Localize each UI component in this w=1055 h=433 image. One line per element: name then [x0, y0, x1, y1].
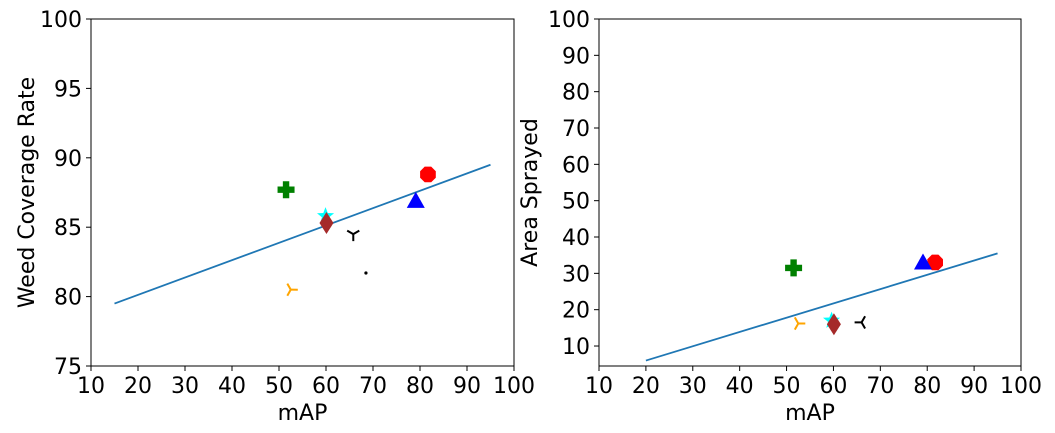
x-tick-label: 90: [453, 374, 481, 399]
data-point-tri-right: [793, 316, 806, 331]
trend-line: [114, 163, 491, 305]
y-tick-label: 80: [562, 81, 590, 106]
y-tick-label: 85: [54, 216, 82, 241]
x-tick-label: 20: [632, 374, 660, 399]
y-axis-label: Weed Coverage Rate: [15, 77, 40, 308]
data-point-point: [364, 271, 368, 275]
data-point-plus: [785, 259, 803, 277]
data-point-tri-left: [854, 315, 866, 329]
x-tick-label: 40: [218, 374, 246, 399]
x-axis-label: mAP: [278, 401, 328, 426]
y-tick-label: 80: [54, 286, 82, 311]
y-tick-label: 100: [40, 8, 82, 33]
data-point-diamond: [826, 313, 841, 336]
x-axis-label: mAP: [785, 401, 835, 426]
x-tick-label: 30: [171, 374, 199, 399]
y-tick-label: 10: [562, 335, 590, 360]
y-tick-label: 40: [562, 226, 590, 251]
x-tick-label: 50: [773, 374, 801, 399]
x-tick-label: 80: [406, 374, 434, 399]
x-tick-label: 20: [124, 374, 152, 399]
x-tick-label: 60: [312, 374, 340, 399]
left-chart: 10 20 30 40 50 60 70 80 90 100 75 80 85 90 95 100 mAP Wee…: [15, 8, 535, 426]
x-tick-label: 40: [726, 374, 754, 399]
plot-frame: [598, 18, 1022, 367]
y-tick-label: 100: [548, 8, 590, 33]
x-tick-label: 100: [1000, 374, 1042, 399]
x-tick-label: 10: [585, 374, 613, 399]
x-tick-label: 100: [493, 374, 535, 399]
x-tick-label: 50: [265, 374, 293, 399]
x-tick-label: 80: [913, 374, 941, 399]
x-tick-label: 60: [819, 374, 847, 399]
x-tick-label: 10: [77, 374, 105, 399]
y-tick-label: 75: [54, 355, 82, 380]
data-point-diamond: [319, 212, 334, 235]
y-axis-label: Area Sprayed: [518, 118, 543, 267]
data-point-tri-down: [346, 229, 360, 242]
x-tick-label: 70: [359, 374, 387, 399]
y-tick-label: 95: [54, 77, 82, 102]
data-point-plus: [277, 181, 295, 199]
y-tick-label: 70: [562, 117, 590, 142]
y-tick-label: 50: [562, 190, 590, 215]
x-tick-label: 30: [679, 374, 707, 399]
data-point-triangle: [914, 253, 933, 270]
data-point-triangle: [406, 191, 425, 208]
y-tick-label: 20: [562, 299, 590, 324]
plot-frame: [90, 18, 515, 367]
y-tick-label: 90: [54, 147, 82, 172]
data-point-octagon: [420, 166, 436, 183]
y-tick-label: 30: [562, 262, 590, 287]
right-chart: 10 20 30 40 50 60 70 80 90 100 10 20 30 40 50 60 70 80 90 1…: [518, 8, 1042, 426]
x-tick-label: 70: [866, 374, 894, 399]
data-point-octagon: [927, 254, 943, 271]
trend-line: [645, 252, 998, 362]
x-tick-label: 90: [960, 374, 988, 399]
y-tick-label: 60: [562, 153, 590, 178]
y-tick-label: 90: [562, 44, 590, 69]
data-point-tri-right: [286, 283, 298, 297]
